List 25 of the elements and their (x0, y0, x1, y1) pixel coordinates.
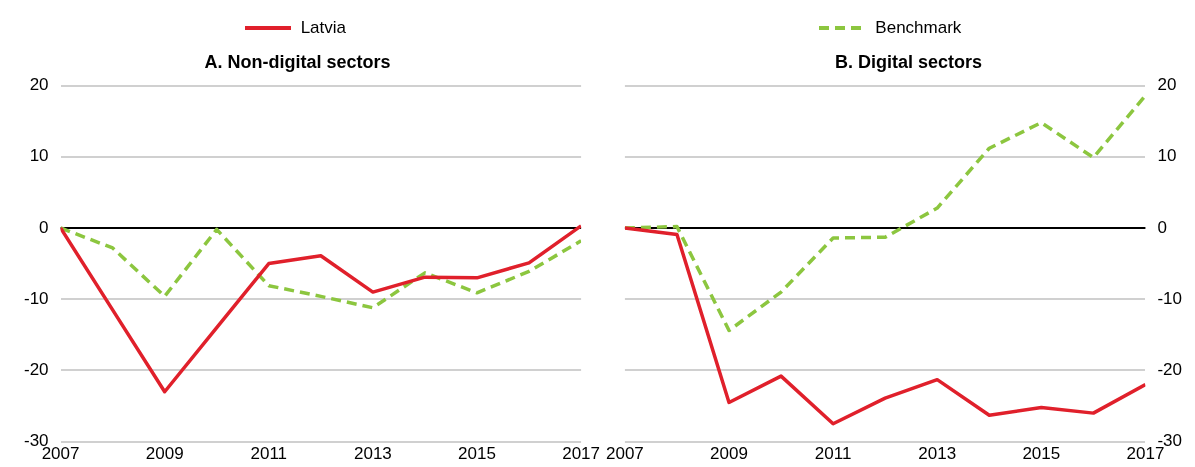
chart-title: B. Digital sectors (834, 51, 983, 72)
y-tick-label: 20 (1157, 75, 1177, 95)
x-tick-label: 2017 (562, 444, 600, 464)
x-tick-label: 2009 (710, 444, 748, 464)
chart-title: A. Non-digital sectors (204, 51, 391, 72)
y-tick-label: 10 (29, 146, 49, 166)
legend-label: Latvia (300, 18, 347, 38)
y-tick-label: 0 (1157, 217, 1167, 237)
x-tick-label: 2011 (814, 444, 852, 464)
y-tick-label: -10 (1157, 288, 1183, 308)
x-tick-label: 2009 (145, 444, 184, 464)
x-tick-label: 2015 (458, 444, 496, 464)
y-tick-label: 20 (29, 75, 49, 95)
y-tick-label: 0 (39, 217, 49, 237)
y-tick-label: -10 (23, 288, 49, 308)
x-tick-label: 2011 (250, 444, 288, 464)
line-series (60, 226, 582, 310)
x-tick-label: 2013 (918, 444, 957, 464)
y-tick-label: -20 (1157, 360, 1183, 380)
x-tick-label: 2013 (353, 444, 392, 464)
x-tick-label: 2015 (1022, 444, 1061, 464)
x-tick-label: 2007 (606, 444, 644, 464)
legend-label: Benchmark (875, 18, 962, 38)
y-tick-label: -20 (23, 360, 49, 380)
y-tick-label: 10 (1157, 146, 1177, 166)
